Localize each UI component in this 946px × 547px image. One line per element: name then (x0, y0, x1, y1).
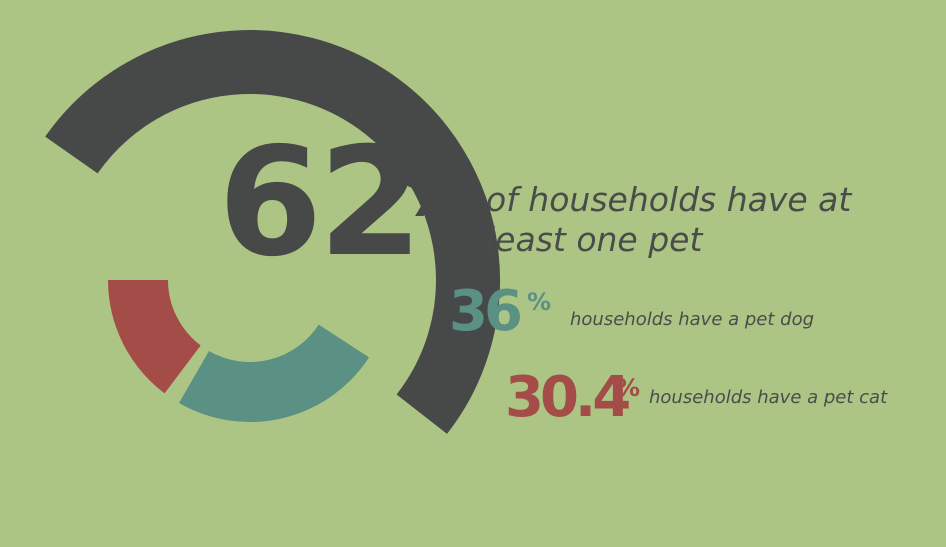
arc-cat-households (108, 278, 202, 394)
households-pct-value: 62 (218, 116, 423, 290)
dog-pct-value: 36 (449, 279, 523, 344)
dog-pct-sign: % (527, 288, 552, 316)
arc-households-with-pets (45, 30, 500, 434)
arc-dog-households (179, 323, 370, 422)
households-description-line2: least one pet (486, 220, 703, 259)
households-description-line1: of households have at (486, 180, 852, 219)
households-description: of households have at least one pet (486, 180, 851, 260)
cat-description: households have a pet cat (649, 387, 888, 408)
cat-pct-value: 30.4 (505, 365, 631, 430)
households-pct-sign: % (398, 144, 477, 234)
cat-pct-sign: % (616, 374, 641, 402)
dog-description: households have a pet dog (570, 309, 815, 330)
